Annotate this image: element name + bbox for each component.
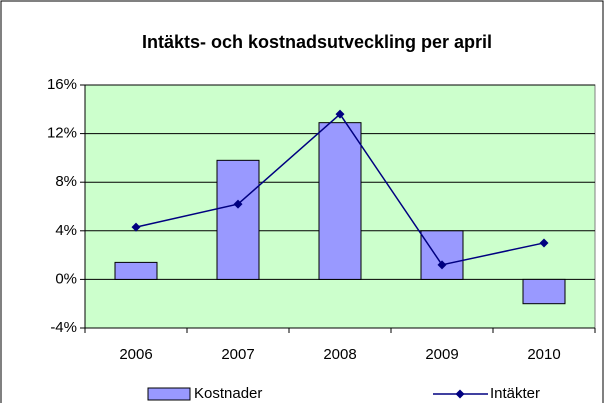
x-tick-label: 2007 <box>221 346 254 363</box>
bar <box>216 159 260 280</box>
y-tick-label: 8% <box>55 173 77 190</box>
x-tick-label: 2006 <box>119 346 152 363</box>
legend-label: Kostnader <box>194 385 262 402</box>
marker <box>233 199 243 209</box>
bar <box>114 261 158 280</box>
marker <box>131 222 141 232</box>
y-tick-label: 4% <box>55 222 77 239</box>
x-tick-label: 2009 <box>425 346 458 363</box>
bar <box>522 278 566 305</box>
y-tick-label: 0% <box>55 270 77 287</box>
x-tick-label: 2010 <box>527 346 560 363</box>
marker <box>335 109 345 119</box>
bar <box>420 230 464 280</box>
y-tick-label: 12% <box>47 125 77 142</box>
legend-marker <box>455 389 465 399</box>
y-tick-label: -4% <box>50 319 77 336</box>
marker <box>539 238 549 248</box>
chart-title: Intäkts- och kostnadsutveckling per apri… <box>142 32 492 52</box>
bar <box>318 122 362 280</box>
y-tick-label: 16% <box>47 76 77 93</box>
marker <box>437 260 447 270</box>
legend-swatch <box>147 387 191 401</box>
x-tick-label: 2008 <box>323 346 356 363</box>
legend-label: Intäkter <box>490 385 540 402</box>
